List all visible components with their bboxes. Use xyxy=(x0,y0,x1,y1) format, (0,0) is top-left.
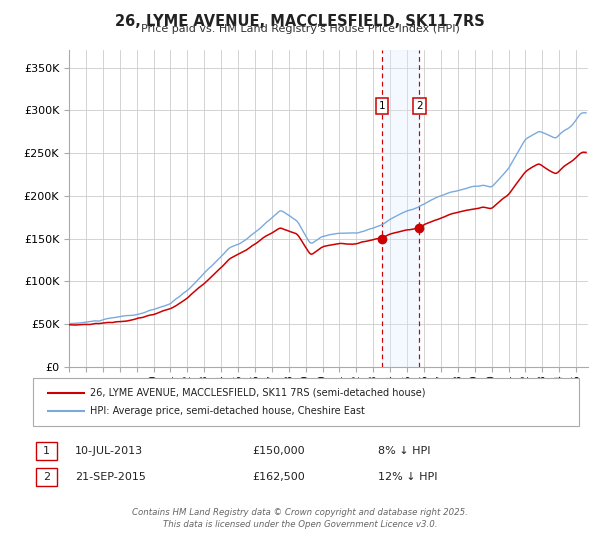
Text: 8% ↓ HPI: 8% ↓ HPI xyxy=(378,446,431,456)
Text: 2: 2 xyxy=(416,101,423,111)
Text: 12% ↓ HPI: 12% ↓ HPI xyxy=(378,472,437,482)
Text: 1: 1 xyxy=(379,101,385,111)
Text: 26, LYME AVENUE, MACCLESFIELD, SK11 7RS (semi-detached house): 26, LYME AVENUE, MACCLESFIELD, SK11 7RS … xyxy=(90,388,425,398)
Text: 2: 2 xyxy=(43,472,50,482)
Text: 21-SEP-2015: 21-SEP-2015 xyxy=(75,472,146,482)
Bar xyxy=(382,50,419,367)
Text: HPI: Average price, semi-detached house, Cheshire East: HPI: Average price, semi-detached house,… xyxy=(90,406,365,416)
Text: Contains HM Land Registry data © Crown copyright and database right 2025.: Contains HM Land Registry data © Crown c… xyxy=(132,508,468,517)
Text: 1: 1 xyxy=(43,446,50,456)
Text: Price paid vs. HM Land Registry's House Price Index (HPI): Price paid vs. HM Land Registry's House … xyxy=(140,24,460,34)
Text: 26, LYME AVENUE, MACCLESFIELD, SK11 7RS: 26, LYME AVENUE, MACCLESFIELD, SK11 7RS xyxy=(115,14,485,29)
Text: 10-JUL-2013: 10-JUL-2013 xyxy=(75,446,143,456)
Text: This data is licensed under the Open Government Licence v3.0.: This data is licensed under the Open Gov… xyxy=(163,520,437,529)
Text: £150,000: £150,000 xyxy=(252,446,305,456)
Text: £162,500: £162,500 xyxy=(252,472,305,482)
